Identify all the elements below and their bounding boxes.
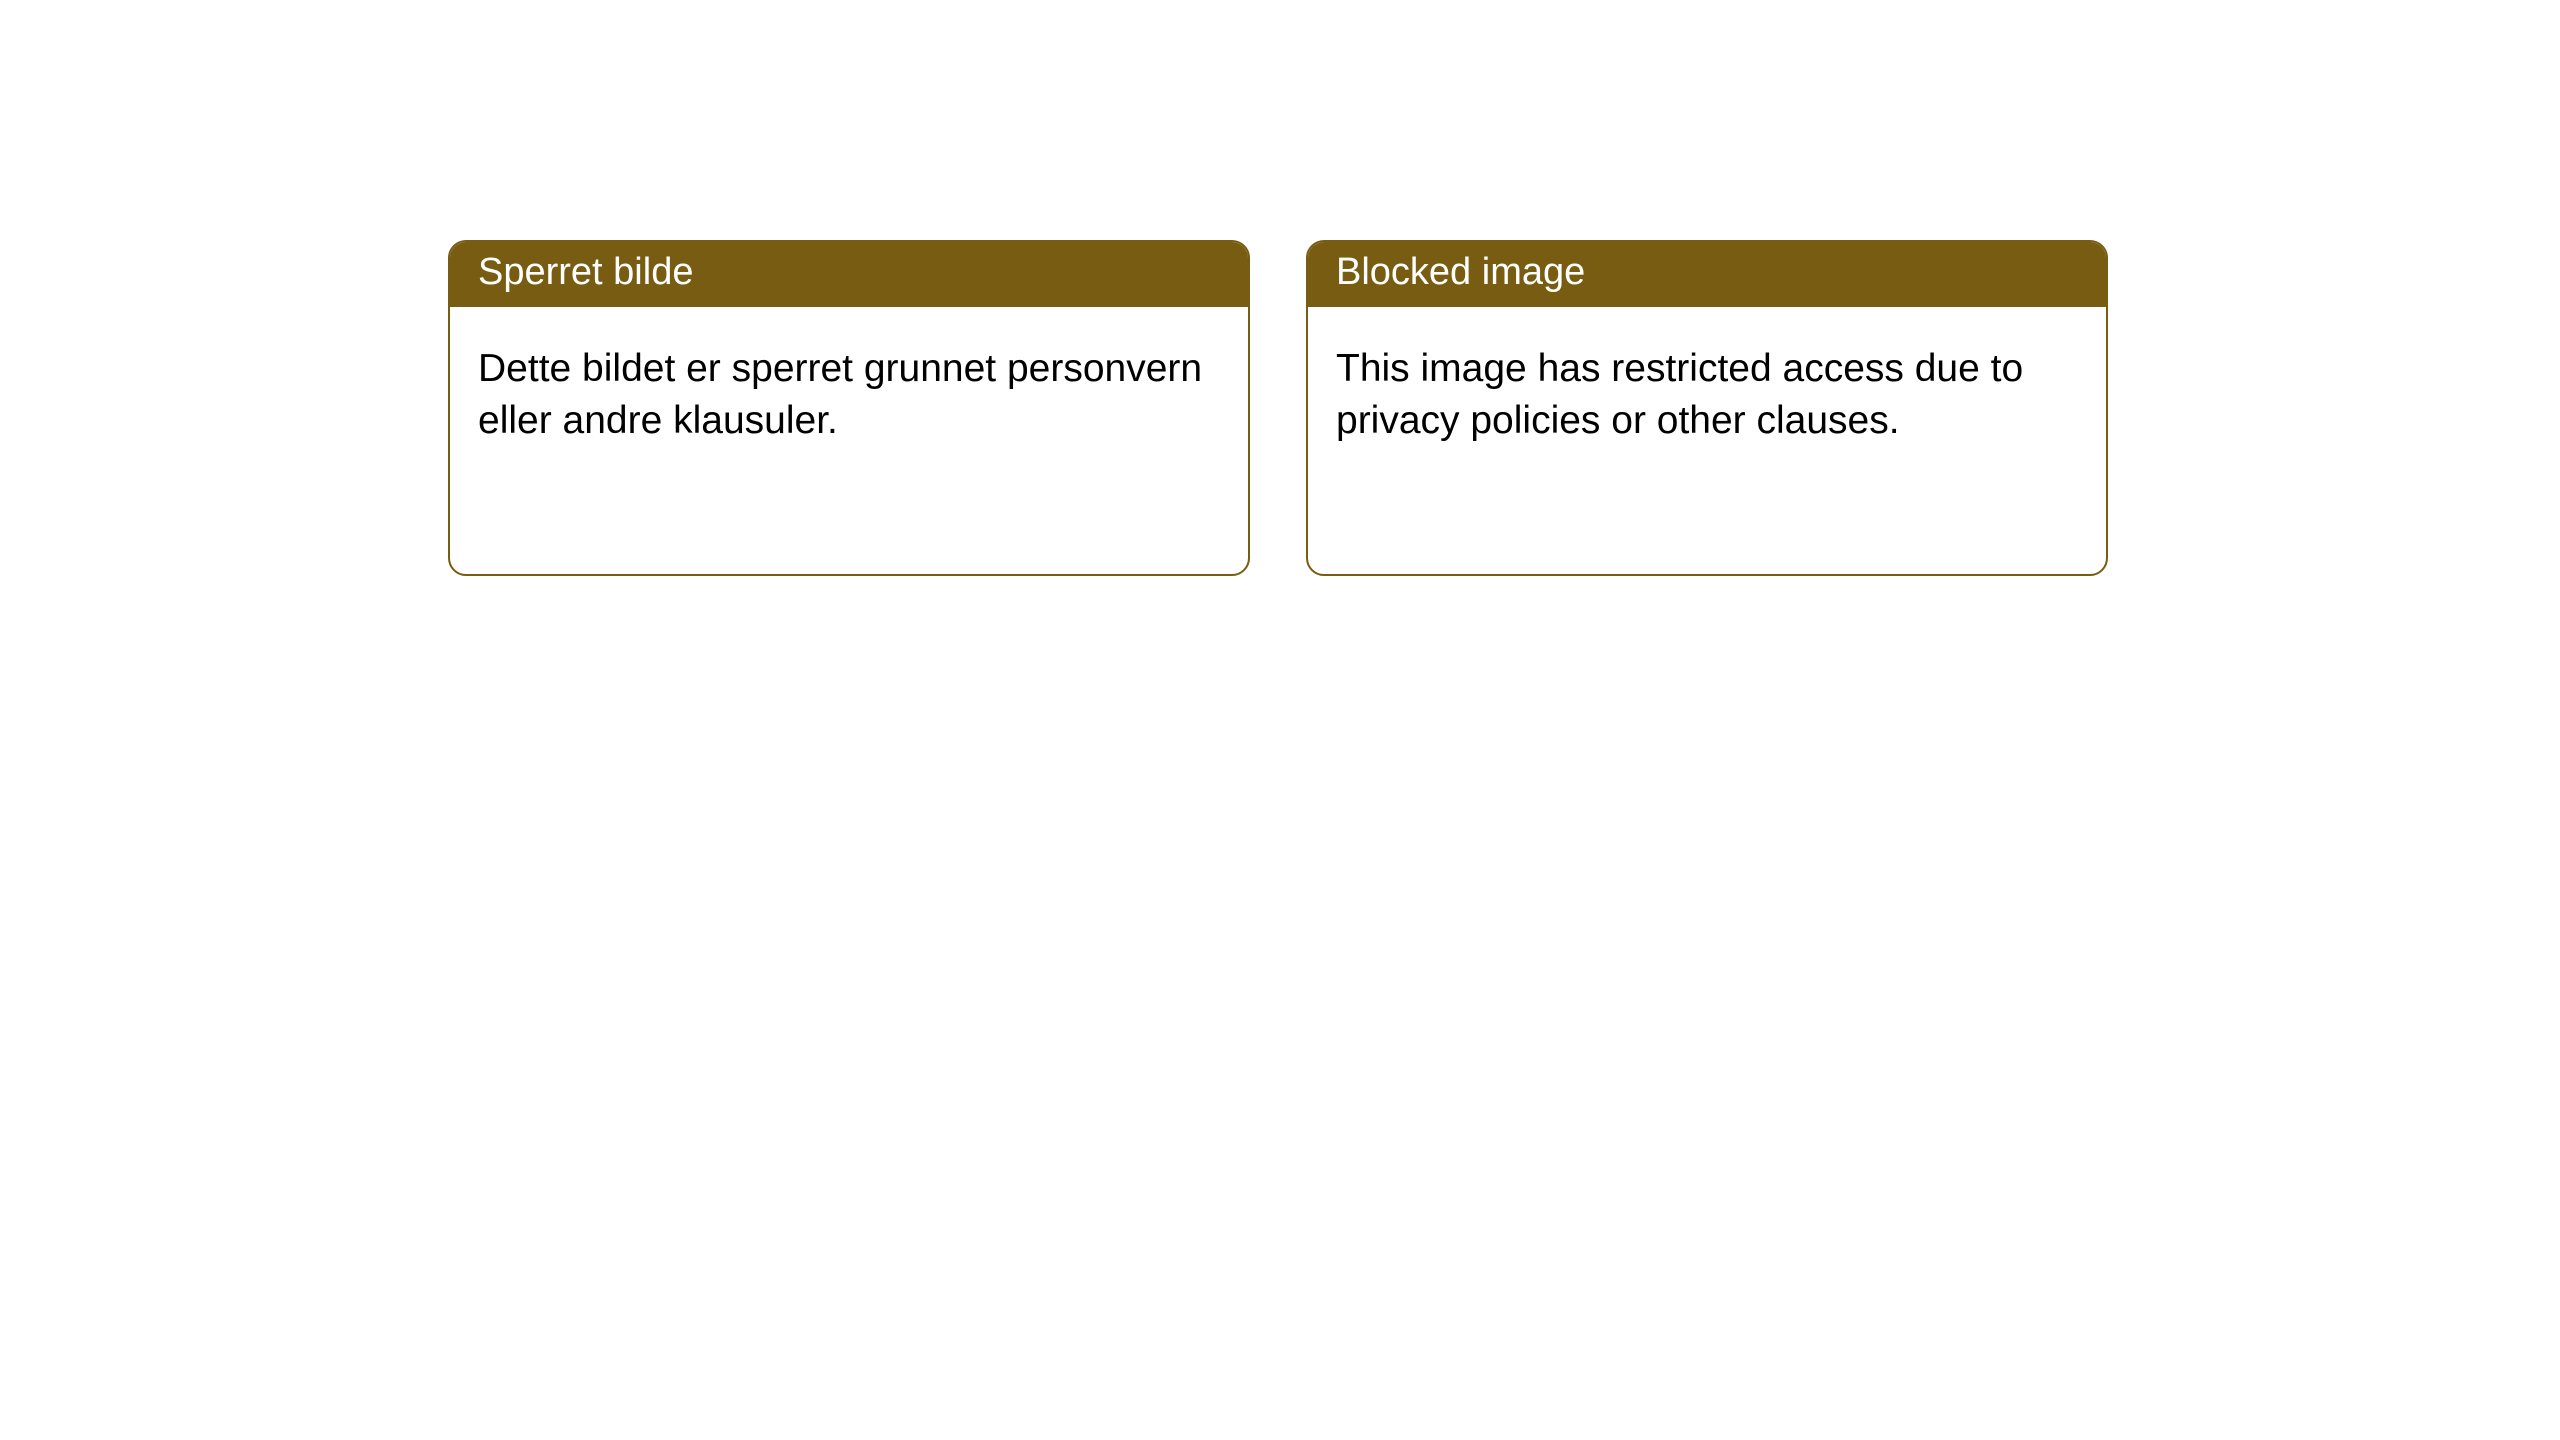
notice-body-norwegian: Dette bildet er sperret grunnet personve… — [450, 307, 1248, 474]
notice-container: Sperret bilde Dette bildet er sperret gr… — [0, 0, 2560, 576]
notice-body-english: This image has restricted access due to … — [1308, 307, 2106, 474]
notice-card-english: Blocked image This image has restricted … — [1306, 240, 2108, 576]
notice-title-norwegian: Sperret bilde — [450, 242, 1248, 307]
notice-card-norwegian: Sperret bilde Dette bildet er sperret gr… — [448, 240, 1250, 576]
notice-title-english: Blocked image — [1308, 242, 2106, 307]
